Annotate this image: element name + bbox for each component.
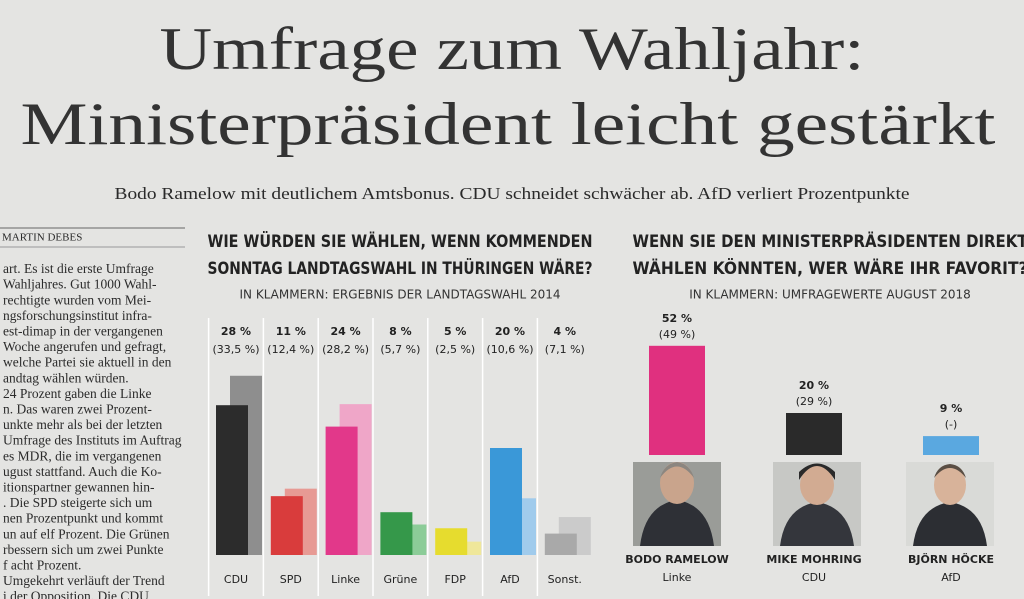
bar	[544, 533, 577, 555]
previous-value-label: (12,4 %)	[267, 343, 314, 356]
bar	[923, 436, 979, 455]
value-label: 52 %	[662, 312, 692, 325]
previous-value-label: (7,1 %)	[545, 343, 585, 356]
article-line: 24 Prozent gaben die Linke	[3, 386, 151, 401]
category-label: Grüne	[384, 573, 418, 586]
previous-value-label: (5,7 %)	[380, 343, 420, 356]
article-line: rbessern sich um zwei Punkte	[3, 542, 163, 557]
value-label: 20 %	[495, 325, 525, 338]
article-line: . Die SPD steigerte sich um	[3, 495, 153, 510]
article-line: nen Prozentpunkt und kommt	[3, 511, 163, 526]
article-line: Umgekehrt verläuft der Trend	[3, 573, 165, 588]
article-line: Wahljahres. Gut 1000 Wahl-	[3, 277, 157, 292]
category-label: SPD	[280, 573, 302, 586]
bar	[270, 496, 303, 555]
article-line: Woche angerufen und gefragt,	[3, 339, 166, 354]
article-line: i der Opposition. Die CDU	[3, 589, 149, 599]
value-label: 20 %	[799, 379, 829, 392]
value-label: 9 %	[940, 402, 963, 415]
previous-value-label: (33,5 %)	[212, 343, 259, 356]
article-line: est-dimap in der vergangenen	[3, 323, 163, 338]
value-label: 11 %	[276, 325, 306, 338]
previous-value-label: (10,6 %)	[486, 343, 533, 356]
value-label: 5 %	[444, 325, 467, 338]
chart-title: WÄHLEN KÖNNTEN, WER WÄRE IHR FAVORIT?	[633, 257, 1024, 279]
bar	[786, 413, 842, 455]
chart-title: WIE WÜRDEN SIE WÄHLEN, WENN KOMMENDEN	[208, 230, 593, 252]
previous-value-label: (28,2 %)	[322, 343, 369, 356]
subheadline: Bodo Ramelow mit deutlichem Amtsbonus. C…	[115, 184, 910, 203]
bar	[380, 512, 413, 555]
candidate-party: AfD	[941, 571, 960, 584]
category-label: CDU	[224, 573, 248, 586]
previous-value-label: (49 %)	[659, 328, 696, 341]
category-label: AfD	[500, 573, 519, 586]
value-label: 8 %	[389, 325, 412, 338]
headline: Umfrage zum Wahljahr:	[160, 16, 865, 82]
chart-title: WENN SIE DEN MINISTERPRÄSIDENTEN DIREKT	[633, 230, 1024, 252]
article-line: welche Partei sie aktuell in den	[3, 355, 172, 370]
value-label: 28 %	[221, 325, 251, 338]
candidate-party: CDU	[802, 571, 826, 584]
previous-value-label: (-)	[945, 418, 958, 431]
chart-title: SONNTAG LANDTAGSWAHL IN THÜRINGEN WÄRE?	[208, 257, 593, 279]
headline: Ministerpräsident leicht gestärkt	[21, 91, 996, 157]
bar	[216, 405, 248, 555]
photo	[773, 462, 861, 546]
byline: MARTIN DEBES	[2, 232, 82, 244]
candidate-name: BJÖRN HÖCKE	[908, 552, 994, 566]
article-line: f acht Prozent.	[3, 557, 81, 572]
candidate-photos	[633, 462, 994, 546]
category-label: Sonst.	[548, 573, 582, 586]
article-line: un auf elf Prozent. Die Grünen	[3, 526, 170, 541]
previous-value-label: (2,5 %)	[435, 343, 475, 356]
article-line: Umfrage des Instituts im Auftrag	[3, 433, 182, 448]
bar	[325, 426, 358, 555]
value-label: 24 %	[331, 325, 361, 338]
article-line: art. Es ist die erste Umfrage	[3, 261, 154, 276]
value-label: 4 %	[554, 325, 577, 338]
photo	[633, 462, 721, 546]
article-line: rechtigte wurden vom Mei-	[3, 292, 152, 307]
candidate-party: Linke	[663, 571, 692, 584]
candidate-name: MIKE MOHRING	[766, 553, 861, 566]
bar	[490, 448, 522, 555]
chart-subtitle: IN KLAMMERN: ERGEBNIS DER LANDTAGSWAHL 2…	[240, 288, 561, 302]
article-line: es MDR, die im vergangenen	[3, 448, 162, 463]
previous-value-label: (29 %)	[796, 395, 833, 408]
article-line: andtag wählen würden.	[3, 370, 129, 385]
bar	[649, 345, 705, 455]
article-line: n. Das waren zwei Prozent-	[3, 401, 152, 416]
article-line: ugust stattfand. Auch die Ko-	[3, 464, 162, 479]
candidate-name: BODO RAMELOW	[625, 553, 729, 566]
article-line: itionspartner gewannen hin-	[3, 479, 155, 494]
photo	[906, 462, 994, 546]
chart-subtitle: IN KLAMMERN: UMFRAGEWERTE AUGUST 2018	[689, 288, 971, 302]
bar	[435, 528, 468, 555]
category-label: Linke	[331, 573, 360, 586]
article-column: art. Es ist die erste UmfrageWahljahres.…	[3, 261, 182, 599]
article-line: unkte mehr als bei der letzten	[3, 417, 163, 432]
category-label: FDP	[444, 573, 466, 586]
article-line: ngsforschungsinstitut infra-	[3, 308, 152, 323]
